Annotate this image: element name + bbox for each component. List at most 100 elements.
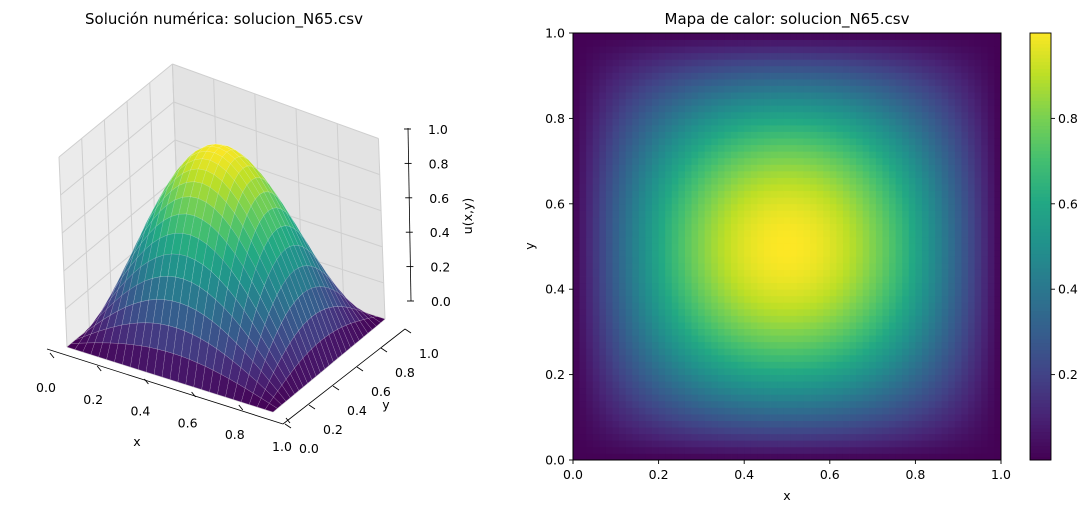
- heatmap-cell: [928, 433, 936, 441]
- heatmap-cell: [842, 381, 850, 389]
- heatmap-cell: [796, 111, 804, 119]
- heatmap-cell: [849, 223, 857, 231]
- heatmap-cell: [783, 39, 791, 47]
- heatmap-cell: [724, 446, 732, 454]
- heatmap-cell: [704, 223, 712, 231]
- heatmap-cell: [704, 269, 712, 277]
- heatmap-cell: [573, 59, 580, 67]
- heatmap-cell: [671, 216, 679, 224]
- heatmap-cell: [842, 230, 850, 238]
- heatmap-cell: [875, 203, 883, 211]
- heatmap-cell: [671, 315, 679, 323]
- heatmap-cell: [691, 59, 699, 67]
- heatmap-cell: [862, 249, 870, 257]
- heatmap-cell: [605, 374, 613, 382]
- heatmap-cell: [717, 65, 725, 73]
- heatmap-cell: [968, 223, 976, 231]
- heatmap-cell: [803, 414, 811, 421]
- heatmap-cell: [579, 256, 587, 264]
- heatmap-cell: [625, 302, 633, 310]
- heatmap-cell: [856, 118, 864, 126]
- heatmap-cell: [915, 328, 923, 336]
- heatmap-cell: [757, 387, 765, 395]
- heatmap-cell: [619, 433, 627, 441]
- heatmap-cell: [935, 282, 943, 290]
- heatmap-cell: [810, 177, 818, 185]
- heatmap-cell: [625, 111, 633, 119]
- heatmap-cell: [671, 361, 679, 369]
- heatmap-cell: [796, 59, 804, 67]
- heatmap-cell: [829, 46, 837, 54]
- heatmap-cell: [684, 216, 692, 224]
- heatmap-cell: [678, 354, 686, 362]
- heatmap-cell: [796, 144, 804, 152]
- heatmap-cell: [592, 341, 600, 349]
- heatmap-cell: [717, 98, 725, 106]
- heatmap-cell: [915, 341, 923, 349]
- heatmap-cell: [836, 170, 844, 178]
- heatmap-cell: [915, 322, 923, 330]
- heatmap-cell: [816, 223, 824, 231]
- heatmap-cell: [928, 236, 936, 244]
- heatmap-cell: [790, 308, 798, 316]
- heatmap-cell: [816, 203, 824, 211]
- heatmap-cell: [961, 105, 969, 113]
- heatmap-cell: [731, 92, 739, 100]
- heatmap-cell: [737, 368, 745, 375]
- heatmap-cell: [921, 407, 929, 415]
- heatmap-cell: [704, 328, 712, 336]
- heatmap-cell: [750, 184, 758, 192]
- heatmap-cell: [619, 138, 627, 146]
- heatmap-cell: [592, 236, 600, 244]
- heatmap-cell: [882, 78, 890, 86]
- heatmap-cell: [875, 315, 883, 323]
- heatmap-cell: [678, 394, 686, 402]
- heatmap-cell: [902, 46, 910, 54]
- heatmap-cell: [968, 203, 976, 211]
- heatmap-cell: [902, 381, 910, 389]
- heatmap-cell: [770, 210, 778, 218]
- axis-tick: [49, 352, 55, 359]
- heatmap-cell: [935, 164, 943, 172]
- heatmap-cell: [744, 400, 752, 408]
- heatmap-cell: [731, 223, 739, 231]
- heatmap-cell: [652, 124, 659, 132]
- heatmap-cell: [717, 335, 725, 343]
- heatmap-cell: [968, 262, 976, 270]
- heatmap-cell: [869, 118, 877, 126]
- heatmap-cell: [619, 407, 627, 415]
- heatmap-cell: [744, 335, 752, 343]
- heatmap-cell: [889, 249, 897, 257]
- heatmap-cell: [698, 420, 706, 428]
- heatmap-cell: [823, 295, 831, 303]
- heatmap-cell: [731, 177, 739, 185]
- heatmap-cell: [737, 177, 745, 185]
- heatmap-cell: [856, 282, 864, 290]
- heatmap-cell: [810, 243, 818, 251]
- heatmap-cell: [698, 46, 706, 54]
- heatmap-cell: [895, 78, 903, 86]
- heatmap-cell: [586, 341, 594, 349]
- heatmap-cell: [829, 92, 837, 100]
- heatmap-cell: [810, 335, 818, 343]
- heatmap-cell: [882, 322, 890, 330]
- heatmap-cell: [875, 374, 883, 382]
- heatmap-cell: [796, 72, 804, 80]
- heatmap-cell: [895, 341, 903, 349]
- heatmap-cell: [605, 190, 613, 198]
- heatmap-cell: [935, 65, 943, 73]
- heatmap-cell: [803, 236, 811, 244]
- heatmap-cell: [948, 400, 956, 408]
- heatmap-cell: [638, 184, 646, 192]
- heatmap-cell: [777, 78, 785, 86]
- heatmap-cell: [968, 289, 976, 297]
- heatmap-cell: [678, 124, 686, 132]
- heatmap-cell: [895, 151, 903, 159]
- heatmap-cell: [889, 381, 897, 389]
- heatmap-cell: [731, 197, 739, 205]
- heatmap-cell: [750, 236, 758, 244]
- heatmap-cell: [612, 230, 620, 238]
- heatmap-cell: [981, 203, 989, 211]
- heatmap-cell: [915, 354, 923, 362]
- heatmap-cell: [935, 256, 943, 264]
